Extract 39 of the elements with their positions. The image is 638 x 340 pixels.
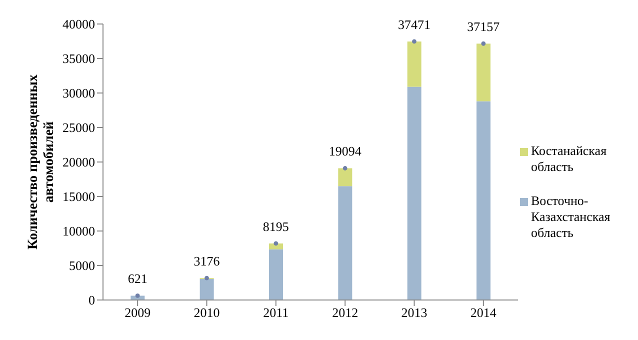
y-tick-label: 20000 xyxy=(62,154,95,170)
y-tick-label: 15000 xyxy=(62,189,95,204)
x-tick-label: 2012 xyxy=(332,305,358,320)
bar xyxy=(407,41,422,87)
x-tick-label: 2013 xyxy=(401,305,428,320)
x-tick-label: 2011 xyxy=(263,305,289,320)
bar xyxy=(338,168,352,186)
bar xyxy=(269,249,283,300)
point xyxy=(342,166,348,170)
bar xyxy=(476,101,490,300)
point xyxy=(412,39,416,44)
legend-label: Восточно-Казахстанская область xyxy=(531,193,612,241)
y-tick-label: 25000 xyxy=(62,120,95,136)
y-tick-label: 0 xyxy=(88,292,95,308)
y-tick-label: 10000 xyxy=(62,224,95,239)
x-tick-label: 2014 xyxy=(470,305,497,320)
x-tick-label: 2009 xyxy=(124,305,151,320)
bar xyxy=(200,278,214,300)
y-axis-title: Количество произведенных автомобилей xyxy=(26,74,57,250)
point xyxy=(274,241,278,246)
legend-label: Костанайская область xyxy=(531,143,608,175)
total-label: 37471 xyxy=(398,16,430,32)
point xyxy=(481,41,486,46)
y-tick-label: 40000 xyxy=(62,16,95,32)
total-label: 37157 xyxy=(467,19,500,34)
bar xyxy=(476,44,490,102)
bar xyxy=(338,186,352,300)
bar xyxy=(269,243,283,250)
x-tick-label: 2010 xyxy=(194,305,220,320)
y-tick-label: 30000 xyxy=(62,86,95,101)
y-tick-label: 5000 xyxy=(69,258,95,274)
y-tick-label: 35000 xyxy=(62,51,95,66)
total-label: 19094 xyxy=(328,144,362,159)
total-label: 621 xyxy=(128,271,148,286)
point xyxy=(135,294,140,298)
point xyxy=(204,276,209,280)
total-label: 3176 xyxy=(194,254,220,269)
bar xyxy=(407,86,422,300)
total-label: 8195 xyxy=(262,218,289,234)
